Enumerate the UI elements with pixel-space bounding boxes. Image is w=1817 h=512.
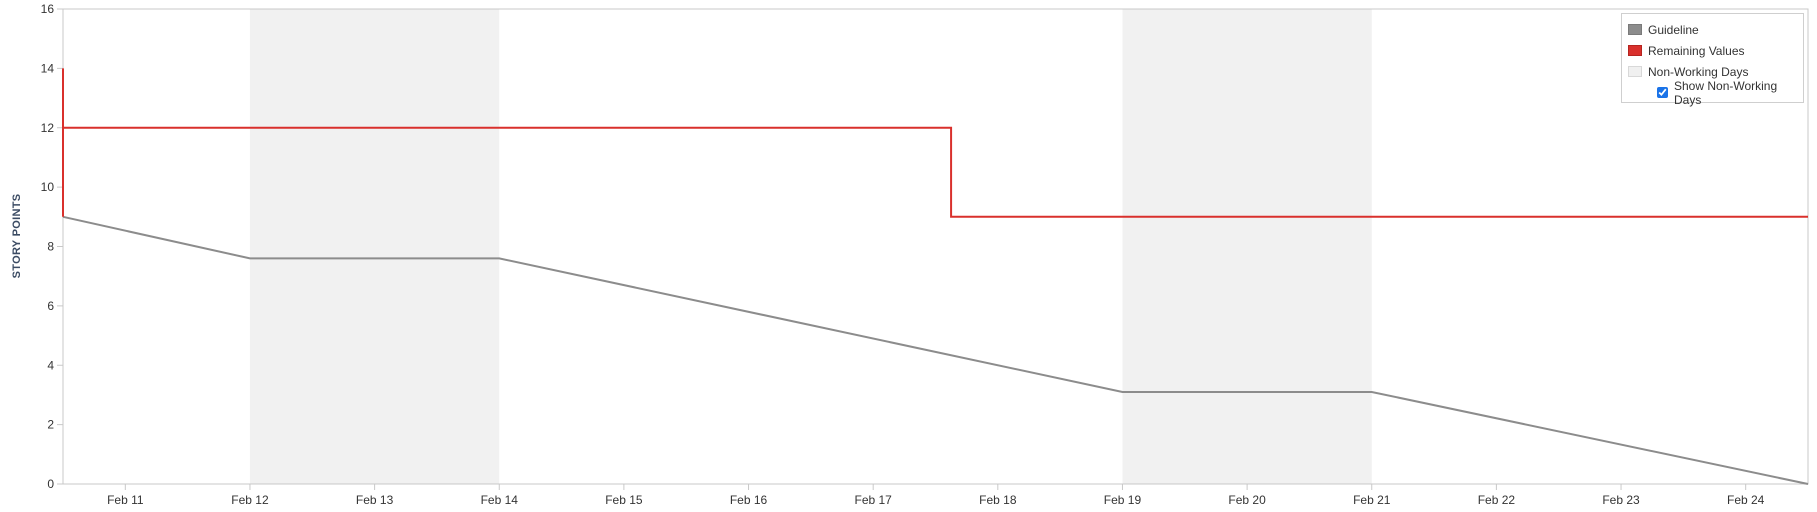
legend-item-remaining-values[interactable]: Remaining Values (1628, 40, 1803, 61)
x-tick-label-feb-22: Feb 22 (1478, 493, 1516, 507)
chart-legend: Guideline Remaining Values Non-Working D… (1621, 13, 1804, 107)
x-tick-label-feb-23: Feb 23 (1602, 493, 1640, 507)
non-working-band-1 (1122, 9, 1372, 484)
x-tick-label-feb-14: Feb 14 (481, 493, 519, 507)
legend-label-non-working-days: Non-Working Days (1648, 64, 1749, 79)
y-tick-label-4: 4 (47, 358, 54, 372)
remaining-values-swatch (1628, 45, 1642, 56)
y-tick-label-0: 0 (47, 477, 54, 491)
x-tick-label-feb-11: Feb 11 (107, 493, 144, 507)
y-tick-label-8: 8 (47, 240, 54, 254)
x-tick-label-feb-24: Feb 24 (1727, 493, 1765, 507)
y-tick-label-10: 10 (41, 180, 55, 194)
show-non-working-days-label: Show Non-Working Days (1674, 78, 1778, 107)
chart-axes: 0 2 4 6 8 10 12 14 16 Feb 11 Feb 12 Feb 13 Feb 14 Feb… (41, 2, 1809, 507)
x-tick-label-feb-13: Feb 13 (356, 493, 394, 507)
x-tick-label-feb-21: Feb 21 (1353, 493, 1391, 507)
y-tick-label-6: 6 (47, 299, 54, 313)
non-working-days-bands (249, 9, 1372, 484)
series-line-guideline (62, 215, 1809, 485)
x-tick-label-feb-20: Feb 20 (1228, 493, 1266, 507)
x-tick-label-feb-15: Feb 15 (605, 493, 643, 507)
series-line-remaining-values (62, 68, 1808, 218)
chart-series (62, 68, 1809, 485)
legend-item-non-working-days[interactable]: Non-Working Days (1628, 61, 1803, 82)
legend-label-guideline: Guideline (1648, 22, 1699, 37)
legend-label-remaining-values: Remaining Values (1648, 43, 1745, 58)
x-tick-label-feb-17: Feb 17 (854, 493, 892, 507)
y-tick-label-16: 16 (41, 2, 55, 16)
x-tick-label-feb-16: Feb 16 (730, 493, 768, 507)
show-non-working-days-checkbox[interactable] (1657, 87, 1668, 98)
x-tick-label-feb-19: Feb 19 (1104, 493, 1142, 507)
y-tick-label-14: 14 (41, 61, 55, 75)
x-tick-label-feb-12: Feb 12 (231, 493, 269, 507)
guideline-swatch (1628, 24, 1642, 35)
non-working-days-swatch (1628, 66, 1642, 77)
non-working-band-0 (249, 9, 500, 484)
y-tick-label-12: 12 (41, 121, 55, 135)
show-non-working-days-toggle[interactable]: Show Non-Working Days (1628, 79, 1803, 107)
x-tick-label-feb-18: Feb 18 (979, 493, 1017, 507)
legend-item-guideline[interactable]: Guideline (1628, 19, 1803, 40)
y-tick-label-2: 2 (47, 418, 54, 432)
y-axis-title: STORY POINTS (11, 194, 23, 279)
